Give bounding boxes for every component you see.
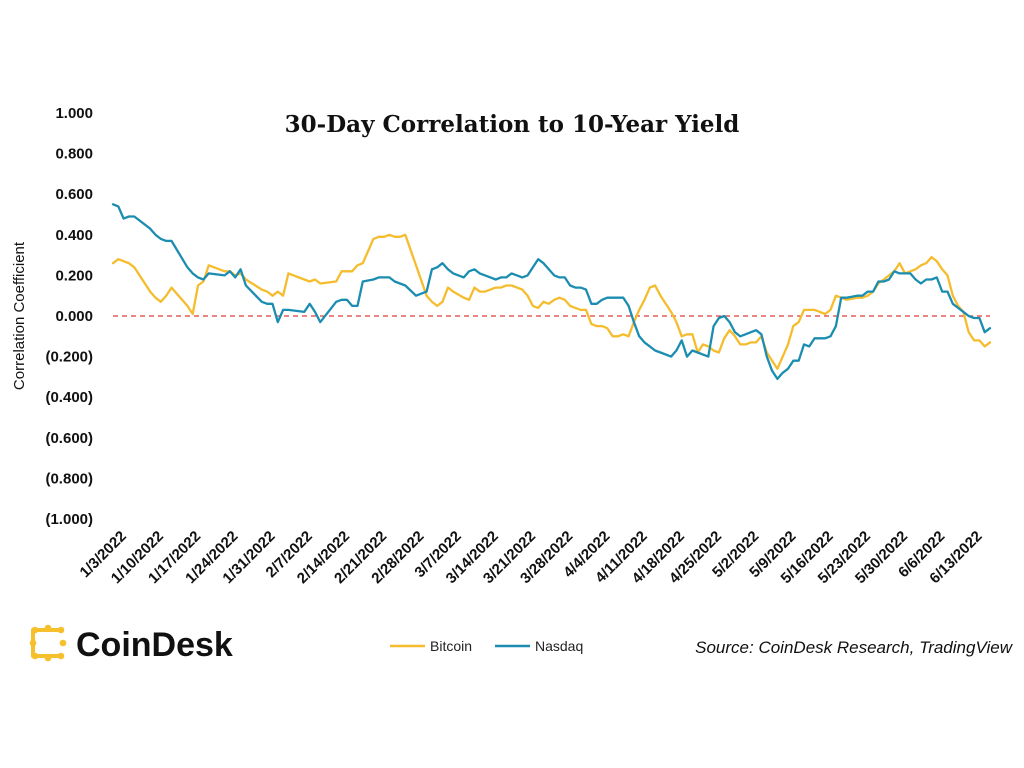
y-tick-label: (1.000) — [45, 511, 93, 528]
series-line-bitcoin — [111, 233, 992, 370]
legend-label-nasdaq: Nasdaq — [535, 638, 583, 654]
y-axis-ticks: 1.000 0.800 0.600 0.400 0.200 0.000 (0.200) (0.… — [45, 105, 93, 528]
y-tick-label: (0.400) — [45, 389, 93, 406]
y-axis-label: Correlation Coefficient — [11, 241, 28, 390]
logo-dot — [59, 639, 67, 647]
y-tick-label: 0.200 — [55, 267, 93, 284]
y-tick-label: 0.000 — [55, 308, 93, 325]
brand-name: CoinDesk — [76, 626, 233, 664]
coindesk-logo-icon — [29, 624, 67, 662]
logo-bracket — [31, 628, 63, 658]
y-tick-label: 1.000 — [55, 105, 93, 122]
series-line-nasdaq — [111, 203, 992, 381]
y-tick-label: 0.800 — [55, 146, 93, 163]
y-tick-label: 0.400 — [55, 227, 93, 244]
legend-label-bitcoin: Bitcoin — [430, 638, 472, 654]
y-tick-label: (0.200) — [45, 349, 93, 366]
chart-title: 30-Day Correlation to 10-Year Yield — [285, 111, 740, 138]
source-note: Source: CoinDesk Research, TradingView — [695, 638, 1014, 657]
y-tick-label: 0.600 — [55, 186, 93, 203]
y-tick-label: (0.800) — [45, 470, 93, 487]
legend: Bitcoin Nasdaq — [390, 638, 583, 654]
y-tick-label: (0.600) — [45, 430, 93, 447]
series-lines — [111, 203, 992, 381]
brand-logo: CoinDesk — [29, 624, 233, 664]
x-axis-ticks: 1/3/20221/10/20221/17/20221/24/20221/31/… — [77, 528, 986, 587]
